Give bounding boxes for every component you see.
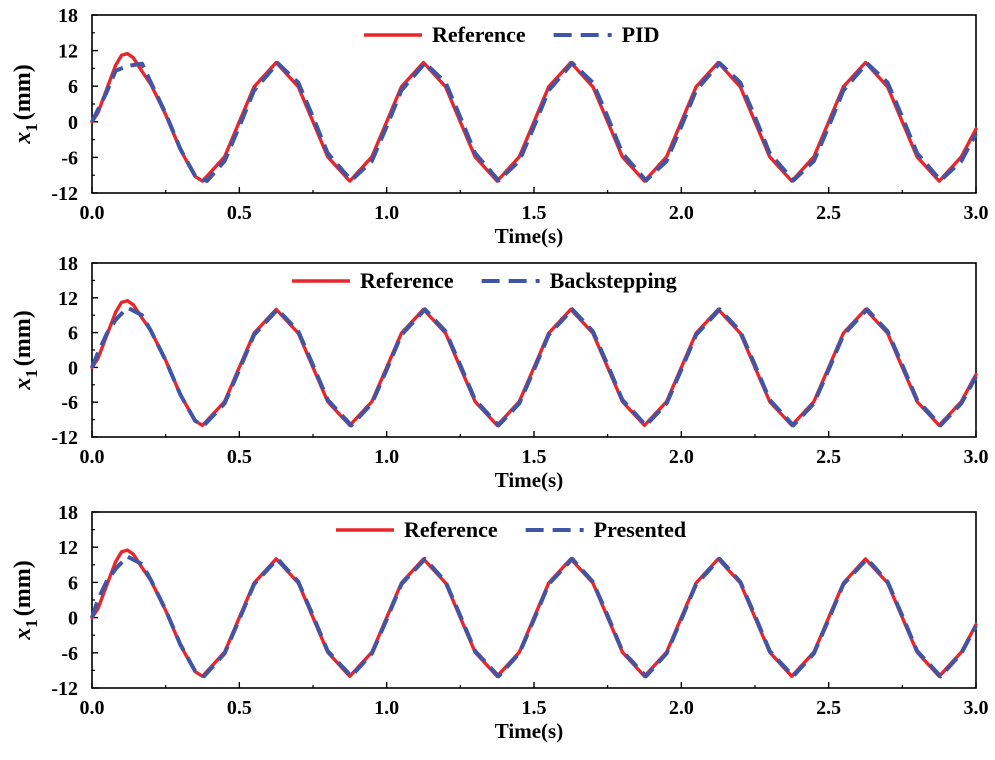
y-tick-label: 12 bbox=[58, 288, 78, 310]
y-tick-label: 18 bbox=[58, 5, 78, 27]
x-axis-label: Time(s) bbox=[495, 719, 563, 743]
y-tick-label: -12 bbox=[51, 427, 78, 449]
y-tick-label: -12 bbox=[51, 678, 78, 700]
y-axis-var: x bbox=[10, 628, 36, 641]
y-axis-label: x1 (mm) bbox=[10, 310, 41, 390]
legend-label-backstepping: Backstepping bbox=[550, 268, 677, 293]
legend: Reference Backstepping bbox=[292, 268, 677, 293]
plot-frame bbox=[91, 262, 977, 438]
x-tick-label: 2.0 bbox=[669, 202, 694, 224]
y-axis-sub: 1 bbox=[22, 369, 41, 378]
x-tick-label: 1.5 bbox=[522, 202, 547, 224]
y-axis-unit: (mm) bbox=[10, 64, 36, 120]
legend-label-presented: Presented bbox=[594, 517, 686, 542]
y-tick-label: 6 bbox=[68, 76, 78, 98]
y-axis-var: x bbox=[10, 132, 36, 145]
x-tick-label: 0.5 bbox=[227, 697, 252, 719]
y-axis-var: x bbox=[10, 378, 36, 391]
y-tick-label: 0 bbox=[68, 357, 78, 379]
legend-label-reference: Reference bbox=[404, 517, 498, 542]
x-tick-label: 1.5 bbox=[522, 697, 547, 719]
x-tick-label: 1.5 bbox=[522, 446, 547, 468]
x-tick-label: 2.5 bbox=[816, 446, 841, 468]
chart-panel-1: 0.0 0.5 1.0 1.5 2.0 2.5 3.0 18 12 6 0 -6 -12 Time(s) x… bbox=[10, 5, 989, 248]
x-tick-label: 0.0 bbox=[80, 697, 105, 719]
x-tick-label: 0.0 bbox=[80, 446, 105, 468]
y-tick-label: -12 bbox=[51, 183, 78, 205]
y-axis-label: x1 (mm) bbox=[10, 64, 41, 144]
y-tick-label: 6 bbox=[68, 323, 78, 345]
series-line-pid bbox=[90, 61, 978, 184]
chart-panel-2: 0.0 0.5 1.0 1.5 2.0 2.5 3.0 18 12 6 0 -6 -12 Time(s) x… bbox=[10, 253, 989, 492]
y-tick-label: 12 bbox=[58, 537, 78, 559]
y-tick-label: 0 bbox=[68, 608, 78, 630]
plot-frame bbox=[91, 511, 977, 689]
x-tick-label: 1.0 bbox=[374, 202, 399, 224]
legend: Reference Presented bbox=[336, 517, 686, 542]
x-tick-label: 0.5 bbox=[227, 446, 252, 468]
y-axis-label: x1 (mm) bbox=[10, 560, 41, 640]
x-tick-label: 0.5 bbox=[227, 202, 252, 224]
x-axis-label: Time(s) bbox=[495, 468, 563, 492]
y-tick-label: 18 bbox=[58, 253, 78, 275]
x-tick-label: 0.0 bbox=[80, 202, 105, 224]
legend-label-pid: PID bbox=[622, 22, 660, 47]
y-tick-label: 0 bbox=[68, 112, 78, 134]
y-tick-label: 6 bbox=[68, 572, 78, 594]
chart-panel-3: 0.0 0.5 1.0 1.5 2.0 2.5 3.0 18 12 6 0 -6 -12 Time(s) x… bbox=[10, 502, 989, 743]
y-axis-unit: (mm) bbox=[10, 560, 36, 616]
series-line-backstepping bbox=[90, 305, 978, 428]
x-tick-label: 2.5 bbox=[816, 202, 841, 224]
y-tick-label: -6 bbox=[61, 643, 78, 665]
legend-label-reference: Reference bbox=[360, 268, 454, 293]
y-axis-unit: (mm) bbox=[10, 310, 36, 366]
x-tick-label: 3.0 bbox=[964, 202, 989, 224]
x-tick-label: 3.0 bbox=[964, 446, 989, 468]
x-tick-label: 2.0 bbox=[669, 697, 694, 719]
y-tick-label: 18 bbox=[58, 502, 78, 524]
legend: Reference PID bbox=[364, 22, 660, 47]
y-axis-sub: 1 bbox=[22, 619, 41, 628]
legend-label-reference: Reference bbox=[432, 22, 526, 47]
y-tick-label: -6 bbox=[61, 392, 78, 414]
x-tick-label: 1.0 bbox=[374, 446, 399, 468]
series-line-reference bbox=[90, 299, 978, 428]
y-axis-sub: 1 bbox=[22, 123, 41, 132]
series-line-presented bbox=[90, 554, 978, 679]
x-tick-label: 2.5 bbox=[816, 697, 841, 719]
y-tick-label: -6 bbox=[61, 147, 78, 169]
x-tick-label: 3.0 bbox=[964, 697, 989, 719]
x-tick-label: 1.0 bbox=[374, 697, 399, 719]
plot-frame bbox=[91, 14, 977, 194]
series-line-reference bbox=[90, 548, 978, 678]
y-tick-label: 12 bbox=[58, 41, 78, 63]
x-tick-label: 2.0 bbox=[669, 446, 694, 468]
x-axis-label: Time(s) bbox=[495, 224, 563, 248]
